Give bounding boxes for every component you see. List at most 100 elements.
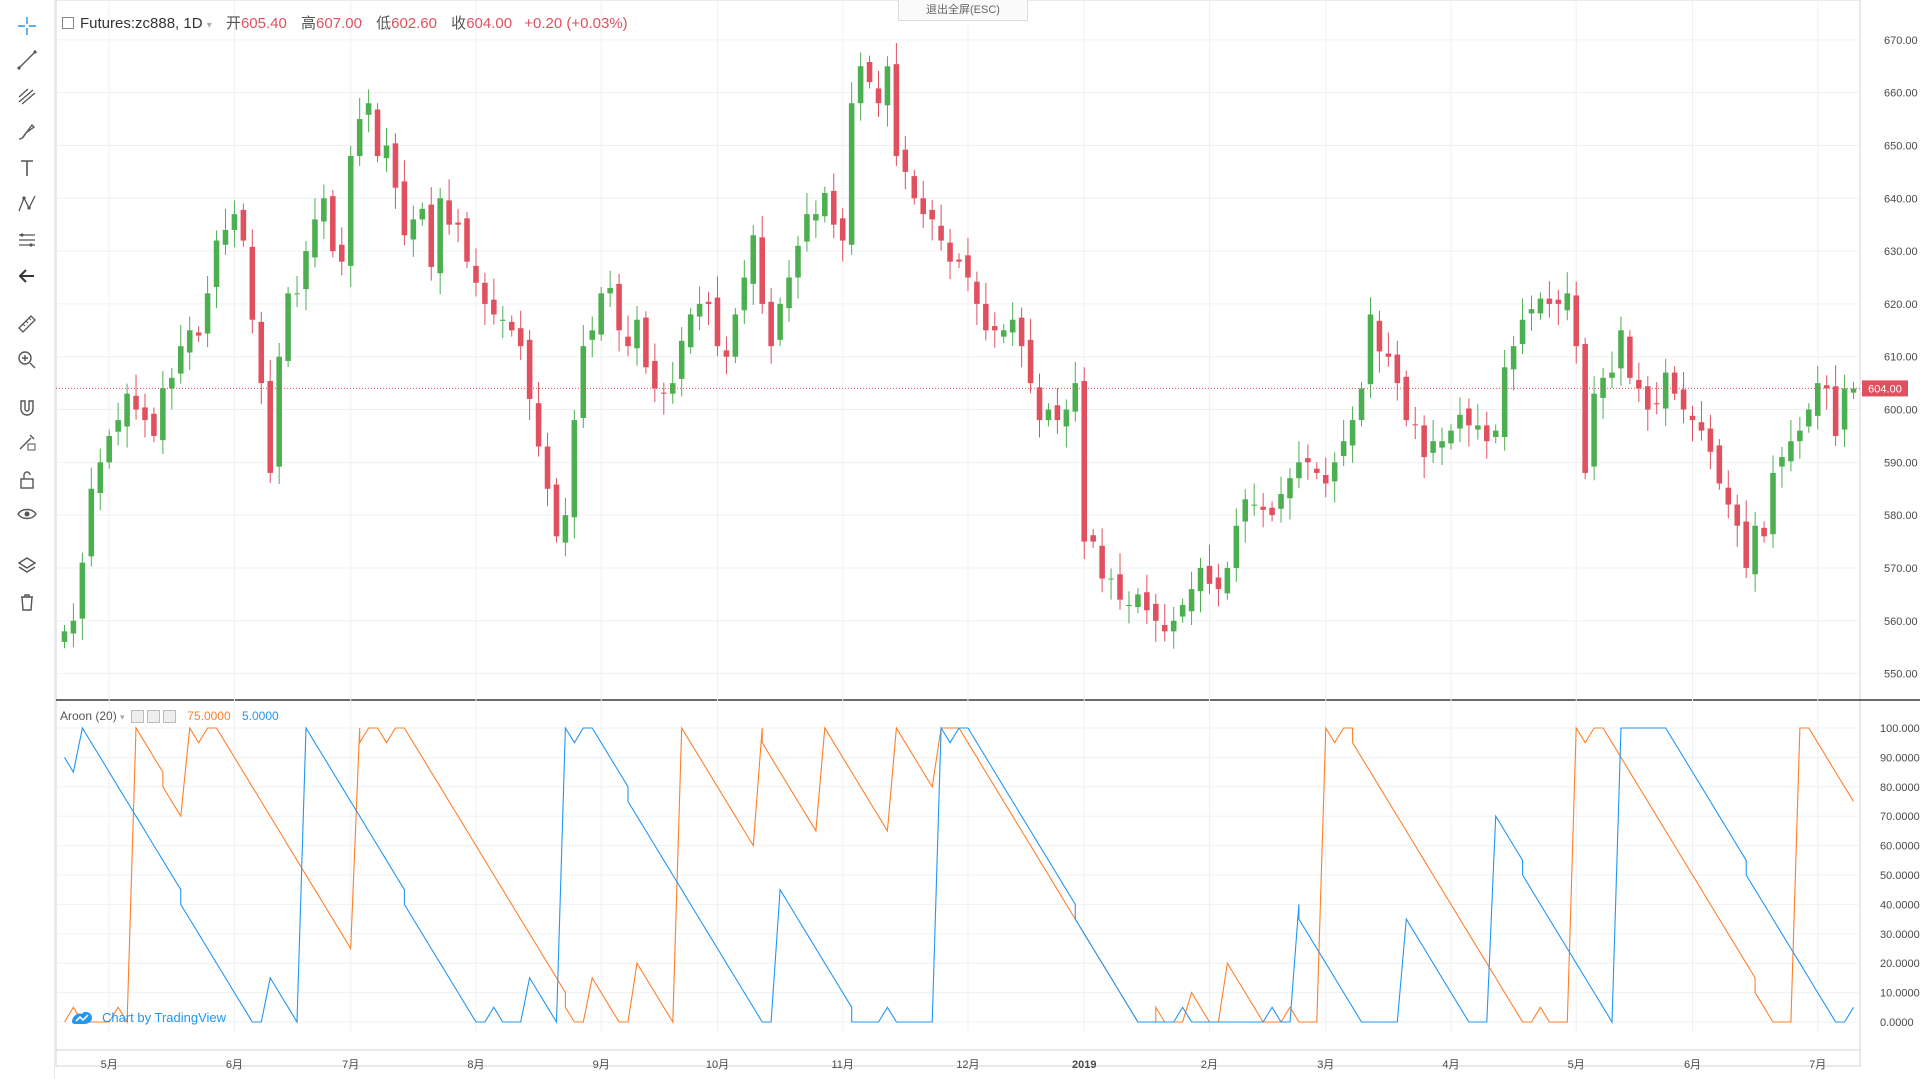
candle: [1036, 373, 1043, 438]
candle: [500, 306, 506, 339]
zoom-in-tool[interactable]: [12, 346, 42, 374]
candle: [383, 128, 390, 172]
candle: [714, 276, 721, 357]
time-tick-label: 4月: [1442, 1059, 1459, 1071]
candle: [1671, 366, 1678, 401]
candle: [347, 145, 354, 288]
candle: [956, 253, 962, 268]
candle: [786, 260, 792, 322]
symbol-name[interactable]: Futures:zc888, 1D: [80, 15, 203, 32]
indicator-name[interactable]: Aroon (20): [60, 709, 117, 723]
measure-tools-tool[interactable]: [12, 226, 42, 254]
candle: [365, 89, 372, 133]
candle: [1439, 427, 1445, 465]
candle: [231, 200, 238, 248]
eye-icon[interactable]: [130, 710, 144, 724]
crosshair-tool[interactable]: [12, 12, 42, 40]
aroon-tick-label: 80.0000: [1880, 782, 1920, 794]
aroon-tick-label: 40.0000: [1880, 899, 1920, 911]
brush-tool[interactable]: [12, 118, 42, 146]
back-arrow-tool[interactable]: [12, 262, 42, 290]
candle: [1179, 598, 1186, 623]
candle: [1027, 318, 1034, 394]
candle: [1233, 508, 1240, 582]
candle: [213, 230, 220, 309]
trash-icon: [21, 594, 33, 611]
candle: [804, 193, 810, 252]
candle: [1555, 289, 1562, 326]
magnet-tool[interactable]: [12, 394, 42, 422]
candle: [830, 173, 837, 239]
candle: [1448, 424, 1454, 450]
candle: [723, 336, 730, 375]
candle: [1627, 330, 1633, 385]
candle: [1645, 376, 1651, 431]
chevron-down-icon[interactable]: ▾: [206, 20, 212, 31]
aroon-tick-label: 60.0000: [1880, 841, 1920, 853]
candle: [1761, 521, 1767, 543]
open-value: 605.40: [240, 15, 287, 32]
candle: [1806, 403, 1812, 433]
chevron-down-icon[interactable]: ▾: [120, 712, 125, 722]
collapse-legend-button[interactable]: [62, 17, 74, 30]
candle: [1331, 452, 1338, 503]
candle: [1510, 336, 1517, 391]
candle: [669, 362, 676, 404]
candle: [1564, 272, 1571, 321]
candle: [79, 552, 86, 640]
candle: [634, 306, 640, 366]
candle: [705, 291, 712, 326]
time-tick-label: 2月: [1201, 1059, 1218, 1071]
candle: [1224, 561, 1231, 600]
candle: [1314, 462, 1320, 480]
tradingview-logo-icon: [72, 1011, 92, 1024]
candle: [1090, 528, 1096, 548]
trash-tool[interactable]: [12, 588, 42, 616]
text-tool[interactable]: [12, 154, 42, 182]
candle: [1358, 382, 1365, 427]
candle: [508, 315, 515, 337]
candle: [1296, 441, 1302, 489]
candle: [106, 429, 112, 469]
candle: [1278, 476, 1284, 523]
pattern-tool[interactable]: [12, 190, 42, 218]
candle: [276, 342, 282, 484]
candle: [1743, 500, 1749, 579]
candle: [446, 179, 452, 235]
candle: [759, 216, 765, 314]
layers-tool[interactable]: [12, 552, 42, 580]
exit-fullscreen-button[interactable]: 退出全屏(ESC): [898, 0, 1028, 21]
candle: [1636, 362, 1642, 403]
candle: [616, 273, 622, 352]
close-icon[interactable]: [162, 710, 176, 724]
candle: [687, 308, 694, 354]
candle: [1814, 365, 1821, 430]
candle: [893, 43, 900, 167]
candle: [947, 228, 953, 280]
candle: [473, 248, 479, 297]
unlock-tool[interactable]: [12, 466, 42, 494]
price-tick-label: 570.00: [1884, 563, 1918, 575]
close-value: 604.00: [466, 15, 513, 32]
branding[interactable]: Chart by TradingView: [70, 1008, 226, 1026]
candle: [1153, 593, 1159, 642]
ruler-tool[interactable]: [12, 310, 42, 338]
candle: [1045, 403, 1052, 427]
price-tick-label: 660.00: [1884, 88, 1918, 100]
candle: [1117, 553, 1123, 610]
high-value: 607.00: [316, 15, 362, 32]
measure-tools-icon: [19, 233, 35, 247]
fib-tools-tool[interactable]: [12, 82, 42, 110]
candle: [1662, 358, 1669, 426]
candle: [750, 225, 757, 305]
lock-drawing-tool[interactable]: [12, 428, 42, 456]
candle: [768, 288, 774, 364]
candle: [571, 410, 578, 539]
aroon-up-value: 75.0000: [187, 709, 231, 723]
eye-tool[interactable]: [12, 500, 42, 528]
candle: [839, 208, 846, 262]
time-tick-label: 10月: [706, 1059, 729, 1071]
settings-icon[interactable]: [146, 710, 160, 724]
trend-line-tool[interactable]: [12, 46, 42, 74]
